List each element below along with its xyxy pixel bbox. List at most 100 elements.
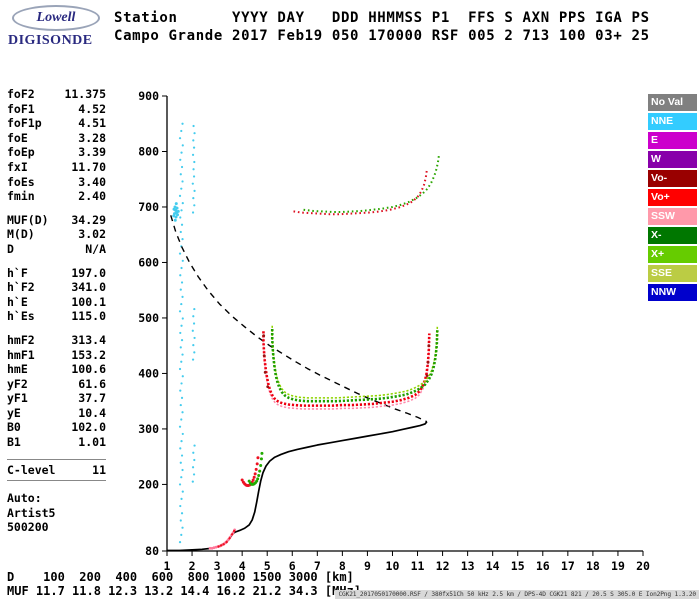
- param-row: hmF2 313.4: [7, 333, 106, 348]
- param-group: hmF2 313.4 hmF1 153.2 hmE 100.6 yF2 61.6 yF1 37.7…: [7, 333, 106, 450]
- x-tick-label: 8: [339, 559, 346, 573]
- param-value: 100.6: [71, 362, 106, 377]
- param-label: foEp: [7, 145, 35, 160]
- y-tick-label: 600: [138, 255, 159, 269]
- param-value: 3.39: [78, 145, 106, 160]
- param-label: MUF(D): [7, 212, 49, 227]
- header-column-titles: Station YYYY DAY DDD HHMMSS P1 FFS S AXN…: [114, 10, 650, 26]
- y-tick-label: 80: [145, 544, 159, 558]
- x-tick-label: 13: [461, 559, 475, 573]
- x-tick-label: 1: [164, 559, 171, 573]
- legend-item-e: E: [648, 132, 697, 149]
- param-value: 37.7: [78, 391, 106, 406]
- x-tick-label: 5: [264, 559, 271, 573]
- param-label: foEs: [7, 174, 35, 189]
- param-label: hmF1: [7, 347, 35, 362]
- logo-lowell-text: Lowell: [36, 10, 76, 25]
- param-value: 61.6: [78, 376, 106, 391]
- autoscaling-line: 500200: [7, 520, 49, 535]
- y-tick-label: 200: [138, 477, 159, 491]
- digisonde-logo: Lowell DIGISONDE: [8, 5, 110, 49]
- param-value: 197.0: [71, 265, 106, 280]
- param-value: 115.0: [71, 309, 106, 324]
- header-column-values: Campo Grande 2017 Feb19 050 170000 RSF 0…: [114, 28, 650, 44]
- param-row: h`F2 341.0: [7, 280, 106, 295]
- y-tick-label: 300: [138, 422, 159, 436]
- x-tick-label: 17: [561, 559, 575, 573]
- legend-item-nne: NNE: [648, 113, 697, 130]
- param-group: MUF(D) 34.29 M(D) 3.02 D N/A: [7, 213, 106, 257]
- x-tick-label: 16: [536, 559, 550, 573]
- param-label: M(D): [7, 227, 35, 242]
- autoscaling-line: Artist5: [7, 505, 56, 520]
- series-vo-minus-specks: [262, 334, 431, 389]
- param-value: 4.51: [78, 116, 106, 131]
- x-tick-label: 2: [189, 559, 196, 573]
- status-bar: CGK21_2017050170000.RSF / 380fx51Ch 50 k…: [335, 590, 699, 599]
- legend-item-w: W: [648, 151, 697, 168]
- param-row: yF2 61.6: [7, 377, 106, 392]
- param-value: 102.0: [71, 420, 106, 435]
- param-group: h`F 197.0 h`F2 341.0 h`E 100.1 h`Es 115.0: [7, 266, 106, 324]
- param-row: foEs 3.40: [7, 175, 106, 190]
- param-value: 2.40: [78, 189, 106, 204]
- param-row: foF1 4.52: [7, 102, 106, 117]
- param-label: D: [7, 241, 14, 256]
- param-row: h`F 197.0: [7, 266, 106, 281]
- series-noise-column-b: [191, 124, 196, 483]
- param-row: hmF1 153.2: [7, 348, 106, 363]
- param-row: h`Es 115.0: [7, 309, 106, 324]
- param-label: foE: [7, 130, 28, 145]
- autoscaling-line: Auto:: [7, 491, 42, 506]
- series-e-trace-ssw: [208, 528, 237, 550]
- param-row: foF1p 4.51: [7, 116, 106, 131]
- y-tick-label: 400: [138, 366, 159, 380]
- x-tick-label: 15: [511, 559, 525, 573]
- param-label: fxI: [7, 159, 28, 174]
- x-tick-label: 11: [411, 559, 425, 573]
- param-label: yF1: [7, 391, 28, 406]
- param-value: 3.02: [78, 227, 106, 242]
- series-f1-cusp-o: [240, 456, 260, 488]
- y-tick-label: 800: [138, 144, 159, 158]
- param-value: 341.0: [71, 280, 106, 295]
- param-row: B1 1.01: [7, 435, 106, 450]
- param-label: h`F: [7, 265, 28, 280]
- x-tick-label: 20: [636, 559, 650, 573]
- param-row: C-level 11: [7, 463, 106, 478]
- legend-item-x-: X+: [648, 246, 697, 263]
- x-tick-label: 7: [314, 559, 321, 573]
- autoscaling-info: Auto: Artist5 500200: [7, 491, 106, 535]
- param-row: h`E 100.1: [7, 295, 106, 310]
- series-true-height-profile: [167, 421, 428, 552]
- param-value: 313.4: [71, 332, 106, 347]
- param-value: 153.2: [71, 347, 106, 362]
- param-label: B1: [7, 435, 21, 450]
- series-f1-cusp-x: [247, 451, 264, 486]
- param-value: 3.40: [78, 174, 106, 189]
- x-tick-label: 18: [586, 559, 600, 573]
- param-label: yF2: [7, 376, 28, 391]
- series-noise-blob: [172, 202, 180, 222]
- x-tick-label: 14: [486, 559, 500, 573]
- param-row: yE 10.4: [7, 406, 106, 421]
- param-value: 1.01: [78, 435, 106, 450]
- y-tick-label: 900: [138, 89, 159, 103]
- param-row: yF1 37.7: [7, 391, 106, 406]
- muf-row: MUF 11.7 11.8 12.3 13.2 14.4 16.2 21.2 3…: [7, 583, 362, 598]
- param-label: foF2: [7, 87, 35, 101]
- param-value: N/A: [85, 241, 106, 256]
- param-label: yE: [7, 405, 21, 420]
- logo-digisonde-text: DIGISONDE: [8, 33, 93, 48]
- param-row: D N/A: [7, 242, 106, 257]
- param-label: hmE: [7, 362, 28, 377]
- legend-item-no-val: No Val: [648, 94, 697, 111]
- y-tick-label: 500: [138, 311, 159, 325]
- param-group: foF2 11.375 foF1 4.52 foF1p 4.51 foE 3.28 foEp 3.…: [7, 87, 106, 204]
- legend-item-nnw: NNW: [648, 284, 697, 301]
- param-label: foF1p: [7, 116, 42, 131]
- param-row: foF2 11.375: [7, 87, 106, 102]
- param-value: 11: [92, 462, 106, 477]
- param-row: M(D) 3.02: [7, 227, 106, 242]
- d-row: D 100 200 400 600 800 1000 1500 3000 [km…: [7, 570, 354, 584]
